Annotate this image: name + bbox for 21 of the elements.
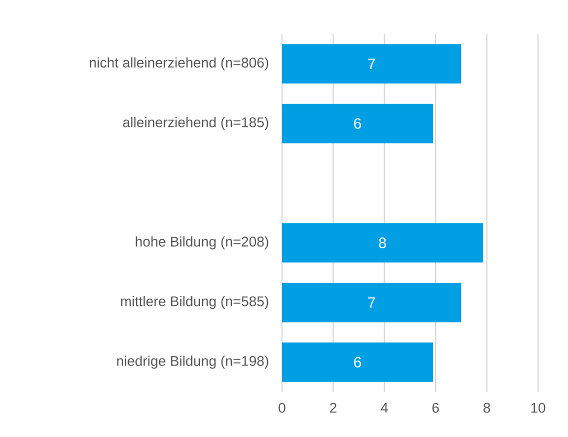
data-label: 7 bbox=[368, 297, 376, 308]
bar bbox=[282, 44, 462, 84]
bar bbox=[282, 104, 434, 144]
x-tick-label: 4 bbox=[380, 402, 388, 412]
x-tick-label: 8 bbox=[484, 402, 490, 413]
bar bbox=[282, 223, 483, 263]
data-label: 7 bbox=[368, 58, 376, 69]
y-tick-label: mittlere Bildung (n=585) bbox=[121, 296, 268, 310]
data-label: 6 bbox=[354, 356, 362, 368]
data-label: 6 bbox=[354, 118, 362, 129]
x-tick-label: 2 bbox=[330, 402, 336, 413]
data-label: 8 bbox=[378, 238, 386, 248]
x-tick-label: 6 bbox=[432, 402, 439, 413]
y-tick-label: alleinerziehend (n=185) bbox=[123, 116, 268, 130]
y-tick-label: niedrige Bildung (n=198) bbox=[117, 356, 268, 369]
bar bbox=[282, 342, 434, 382]
x-tick-label: 0 bbox=[278, 402, 286, 413]
y-tick-label: nicht alleinerziehend (n=806) bbox=[90, 57, 268, 70]
bar bbox=[282, 282, 462, 322]
y-tick-label: hohe Bildung (n=208) bbox=[136, 236, 268, 250]
x-tick-label: 10 bbox=[531, 402, 546, 413]
